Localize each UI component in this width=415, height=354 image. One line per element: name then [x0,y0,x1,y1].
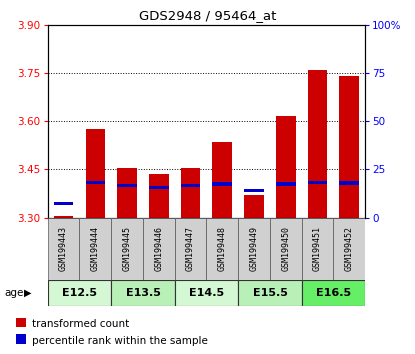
Text: GSM199449: GSM199449 [249,226,259,271]
Bar [48,280,111,306]
Text: GSM199451: GSM199451 [313,226,322,271]
Text: GSM199443: GSM199443 [59,226,68,271]
Bar [212,182,232,185]
Bar [16,318,26,327]
Text: E16.5: E16.5 [316,288,351,298]
Text: GDS2948 / 95464_at: GDS2948 / 95464_at [139,9,276,22]
Bar [54,202,73,205]
Bar [244,189,264,192]
Bar [207,218,238,280]
Bar [175,280,238,306]
Text: GSM199448: GSM199448 [218,226,227,271]
Bar [16,334,26,344]
Bar [276,182,295,185]
Text: ▶: ▶ [24,288,32,298]
Text: GSM199452: GSM199452 [345,226,354,271]
Bar [212,142,232,218]
Bar [143,218,175,280]
Bar [308,181,327,184]
Bar [117,184,137,187]
Bar [54,216,73,218]
Bar [80,218,111,280]
Bar [85,129,105,218]
Bar [149,185,168,189]
Bar [270,218,302,280]
Bar [339,76,359,218]
Text: GSM199444: GSM199444 [91,226,100,271]
Bar [111,280,175,306]
Text: percentile rank within the sample: percentile rank within the sample [32,336,208,346]
Text: E12.5: E12.5 [62,288,97,298]
Text: GSM199445: GSM199445 [122,226,132,271]
Text: E13.5: E13.5 [125,288,161,298]
Bar [149,174,168,218]
Bar [308,70,327,218]
Bar [85,181,105,184]
Bar [175,218,207,280]
Bar [117,168,137,218]
Text: age: age [4,288,24,298]
Bar [339,181,359,184]
Text: GSM199447: GSM199447 [186,226,195,271]
Text: E15.5: E15.5 [252,288,288,298]
Bar [238,218,270,280]
Bar [276,116,295,218]
Bar [181,184,200,187]
Text: GSM199450: GSM199450 [281,226,290,271]
Bar [238,280,302,306]
Bar [111,218,143,280]
Bar [48,218,80,280]
Text: E14.5: E14.5 [189,288,224,298]
Bar [244,195,264,218]
Text: transformed count: transformed count [32,319,129,329]
Bar [181,168,200,218]
Bar [302,280,365,306]
Bar [333,218,365,280]
Bar [302,218,334,280]
Text: GSM199446: GSM199446 [154,226,164,271]
